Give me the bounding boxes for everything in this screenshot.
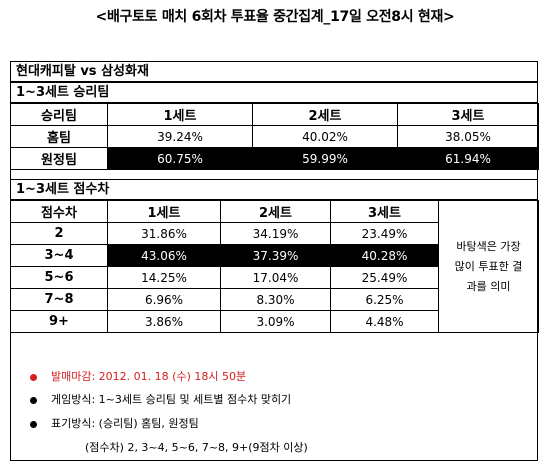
value-cell: 3.86% bbox=[107, 310, 221, 333]
table-header-row: 승리팀 1세트 2세트 3세트 bbox=[10, 103, 539, 126]
table-row: 9+ 3.86% 3.09% 4.48% bbox=[10, 310, 539, 333]
notation-line: 표기방식: (승리팀) 홈팀, 원정팀 bbox=[30, 415, 199, 431]
table-row: 홈팀 39.24% 40.02% 38.05% bbox=[10, 125, 539, 148]
header-cell: 점수차 bbox=[10, 200, 108, 223]
notation-text: 표기방식: (승리팀) 홈팀, 원정팀 bbox=[51, 417, 199, 430]
value-cell: 43.06% bbox=[107, 244, 221, 267]
header-cell: 3세트 bbox=[330, 200, 439, 223]
score-notation-line: (점수차) 2, 3~4, 5~6, 7~8, 9+(9점차 이상) bbox=[85, 439, 308, 455]
row-label: 2 bbox=[10, 222, 108, 245]
note-line: 바탕색은 가장 bbox=[456, 239, 521, 253]
value-cell: 14.25% bbox=[107, 266, 221, 289]
table-row: 7~8 6.96% 8.30% 6.25% bbox=[10, 288, 539, 311]
game-method-line: 게임방식: 1~3세트 승리팀 및 세트별 점수차 맞히기 bbox=[30, 391, 291, 407]
deadline-text: 발매마감: 2012. 01. 18 (수) 18시 50분 bbox=[51, 370, 247, 383]
table-row: 5~6 14.25% 17.04% 25.49% bbox=[10, 266, 539, 289]
value-cell: 17.04% bbox=[220, 266, 331, 289]
value-cell: 60.75% bbox=[107, 147, 253, 170]
score-diff-table: 점수차 1세트 2세트 3세트 바탕색은 가장 많이 투표한 결 과를 의미 2… bbox=[10, 200, 539, 333]
value-cell: 39.24% bbox=[107, 125, 253, 148]
game-method-text: 게임방식: 1~3세트 승리팀 및 세트별 점수차 맞히기 bbox=[51, 393, 292, 406]
header-cell: 2세트 bbox=[220, 200, 331, 223]
value-cell: 59.99% bbox=[252, 147, 398, 170]
value-cell: 3.09% bbox=[220, 310, 331, 333]
score-notation-text: (점수차) 2, 3~4, 5~6, 7~8, 9+(9점차 이상) bbox=[85, 441, 308, 454]
section2-heading: 1~3세트 점수차 bbox=[10, 179, 538, 200]
value-cell: 4.48% bbox=[330, 310, 439, 333]
value-cell: 61.94% bbox=[397, 147, 539, 170]
bullet-icon bbox=[30, 373, 37, 381]
row-label: 홈팀 bbox=[10, 125, 108, 148]
header-cell: 1세트 bbox=[107, 103, 253, 126]
deadline-line: 발매마감: 2012. 01. 18 (수) 18시 50분 bbox=[30, 368, 246, 384]
row-label: 7~8 bbox=[10, 288, 108, 311]
page-title: <배구토토 매치 6회차 투표율 중간집계_17일 오전8시 현재> bbox=[95, 9, 455, 25]
value-cell: 6.25% bbox=[330, 288, 439, 311]
value-cell: 37.39% bbox=[220, 244, 331, 267]
value-cell: 6.96% bbox=[107, 288, 221, 311]
row-label: 9+ bbox=[10, 310, 108, 333]
value-cell: 23.49% bbox=[330, 222, 439, 245]
row-label: 원정팀 bbox=[10, 147, 108, 170]
match-title: 현대캐피탈 vs 삼성화재 bbox=[10, 61, 538, 82]
value-cell: 40.28% bbox=[330, 244, 439, 267]
value-cell: 31.86% bbox=[107, 222, 221, 245]
table-row-highlighted: 3~4 43.06% 37.39% 40.28% bbox=[10, 244, 539, 267]
legend-note: 바탕색은 가장 많이 투표한 결 과를 의미 bbox=[438, 200, 539, 333]
note-line: 많이 투표한 결 bbox=[454, 259, 523, 273]
row-label: 3~4 bbox=[10, 244, 108, 267]
header-cell: 2세트 bbox=[252, 103, 398, 126]
bullet-icon bbox=[30, 420, 37, 428]
value-cell: 8.30% bbox=[220, 288, 331, 311]
value-cell: 38.05% bbox=[397, 125, 539, 148]
section1-heading: 1~3세트 승리팀 bbox=[10, 82, 538, 103]
note-line: 과를 의미 bbox=[466, 279, 511, 293]
value-cell: 34.19% bbox=[220, 222, 331, 245]
set-winner-table: 승리팀 1세트 2세트 3세트 홈팀 39.24% 40.02% 38.05% … bbox=[10, 103, 539, 170]
table-row-highlighted: 원정팀 60.75% 59.99% 61.94% bbox=[10, 147, 539, 170]
header-cell: 3세트 bbox=[397, 103, 539, 126]
value-cell: 25.49% bbox=[330, 266, 439, 289]
header-cell: 승리팀 bbox=[10, 103, 108, 126]
bullet-icon bbox=[30, 396, 37, 404]
row-label: 5~6 bbox=[10, 266, 108, 289]
table-header-row: 점수차 1세트 2세트 3세트 바탕색은 가장 많이 투표한 결 과를 의미 bbox=[10, 200, 539, 333]
value-cell: 40.02% bbox=[252, 125, 398, 148]
header-cell: 1세트 bbox=[107, 200, 221, 223]
